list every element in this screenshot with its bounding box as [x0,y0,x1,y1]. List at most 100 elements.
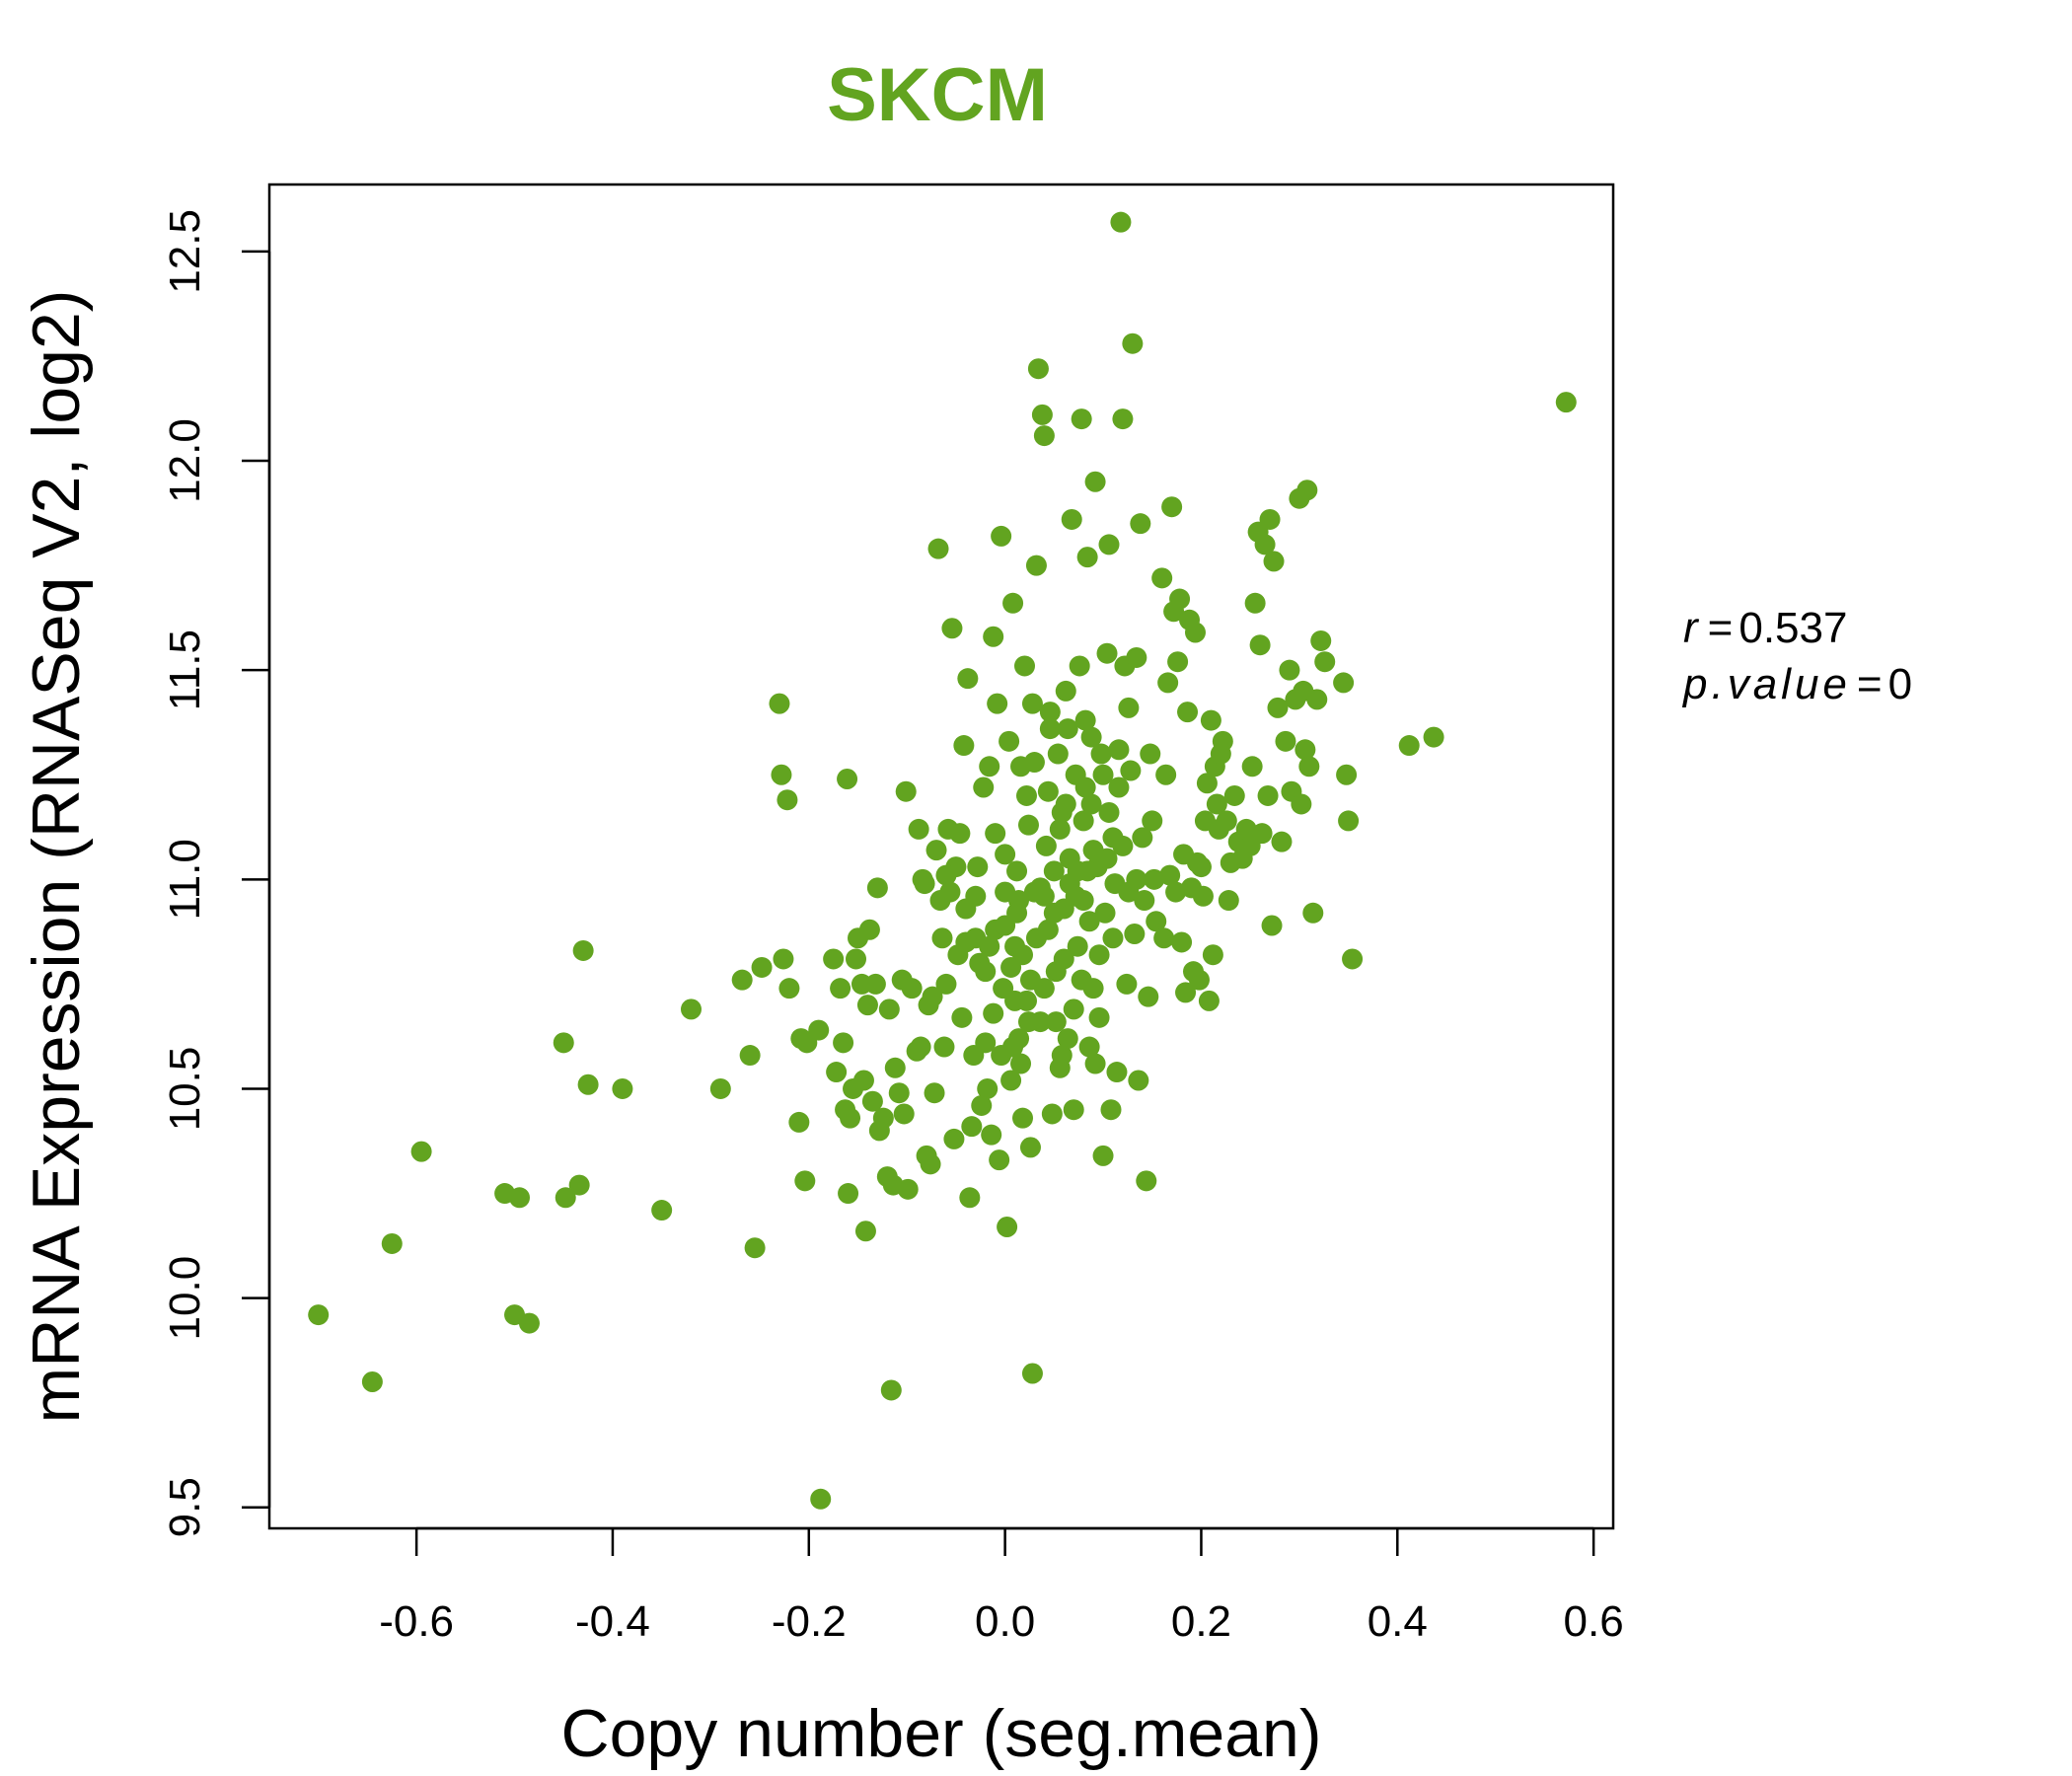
data-point [1202,944,1223,966]
data-point [1110,211,1132,233]
data-point [1051,1045,1073,1067]
data-point [1132,827,1153,849]
data-point [989,1149,1010,1171]
data-point [953,735,975,757]
data-point [1165,881,1187,903]
y-tick-label: 11.5 [161,629,209,710]
data-point [949,823,971,845]
data-point [1073,810,1094,832]
data-point [922,986,943,1007]
data-point [935,864,957,886]
data-point [1249,634,1271,656]
data-point [1041,1103,1063,1125]
data-point [1088,944,1110,966]
data-point [1004,990,1026,1011]
data-point [1010,1053,1032,1074]
data-point [914,873,935,895]
y-tick-label: 10.5 [161,1047,209,1132]
data-point [1065,885,1086,907]
data-point [1206,793,1227,815]
data-point [1012,944,1034,966]
data-point [1090,743,1112,765]
data-point [975,1032,997,1054]
data-point [840,1107,861,1129]
data-point [1017,814,1039,836]
data-point [1271,831,1293,852]
data-point [1161,496,1183,518]
data-point [1019,1137,1041,1158]
data-point [893,1103,915,1125]
data-point [509,1187,531,1209]
x-tick-label: -0.6 [379,1597,454,1646]
data-point [1146,911,1167,932]
data-point [1014,655,1036,677]
data-point [1171,931,1193,953]
y-axis-label: mRNA Expression (RNASeq V2, log2) [19,290,94,1424]
data-point [1047,743,1069,765]
data-point [794,1170,816,1192]
data-point [1045,1011,1067,1033]
y-axis: 9.5 10.0 10.5 11.0 11.5 12.0 12.5 [161,209,271,1537]
data-point [769,693,790,714]
r-statistic: r = 0.537 [1683,604,1847,652]
data-point [977,1077,999,1099]
data-point [924,1082,945,1104]
data-point [901,978,923,999]
data-point [955,898,977,920]
data-point [872,1107,894,1129]
data-point [1096,642,1118,664]
data-point [1063,1099,1084,1121]
data-point [1021,693,1043,714]
data-point [957,668,979,690]
p-value-statistic: p.value = 0 [1681,660,1912,708]
stats-annotation: r = 0.537 p.value = 0 [1681,604,1912,708]
data-point [1153,927,1175,949]
data-point [959,1187,981,1209]
data-point [1076,547,1098,568]
data-point [1423,726,1444,748]
data-point [1223,784,1245,806]
data-point [878,999,900,1020]
data-point [975,961,997,983]
data-point [1144,868,1165,890]
data-point [971,1094,993,1116]
data-point [880,1379,902,1401]
data-point [1108,739,1130,761]
data-point [1295,739,1316,761]
data-point [1216,810,1237,832]
data-point [651,1200,673,1221]
data-point [1157,672,1179,694]
data-point [1049,818,1071,840]
data-point [1017,1011,1039,1033]
data-point [1078,1036,1100,1058]
data-point [935,973,957,995]
y-tick-label: 12.0 [161,418,209,503]
data-point [823,948,845,970]
data-points [308,211,1577,1510]
x-tick-label: 0.2 [1171,1597,1231,1646]
data-point [1218,890,1239,912]
data-point [951,1006,973,1028]
data-point [308,1304,330,1326]
data-point [751,956,773,978]
data-point [1306,689,1328,710]
data-point [1006,902,1028,924]
data-point [1235,818,1257,840]
data-point [731,969,753,991]
data-point [856,995,878,1016]
chart-title: SKCM [827,53,1048,137]
data-point [1015,784,1037,806]
data-point [1291,793,1312,815]
data-point [1151,567,1173,589]
data-point [997,1217,1018,1238]
data-point [1088,1006,1110,1028]
data-point [1108,777,1130,798]
data-point [927,538,949,559]
data-point [1155,764,1177,785]
data-point [1124,923,1146,944]
data-point [908,818,929,840]
x-axis: -0.6 -0.4 -0.2 0.0 0.2 0.4 0.6 [379,1526,1624,1646]
data-point [1275,730,1296,752]
data-point [1002,1036,1024,1058]
